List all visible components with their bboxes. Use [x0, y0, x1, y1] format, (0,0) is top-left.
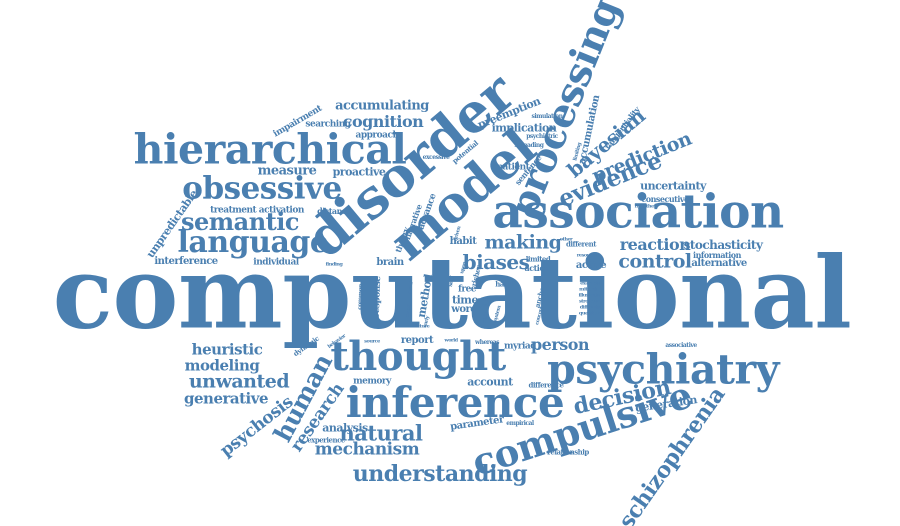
word-heuristic: heuristic — [191, 340, 263, 359]
word-implication: implication — [491, 121, 557, 135]
word-resource: resource — [576, 252, 598, 259]
word-inference: inference — [345, 378, 565, 427]
word-thought: thought — [330, 333, 506, 380]
word-active: active — [575, 260, 607, 271]
word-world: world — [444, 337, 458, 344]
word-obsessive: obsessive — [182, 170, 342, 207]
word-reaction: reaction — [619, 235, 691, 254]
word-time: time — [452, 293, 478, 307]
word-difference: difference — [528, 380, 564, 390]
word-generative: generative — [184, 389, 269, 408]
word-spreading: spreading — [514, 142, 544, 149]
word-proactive: proactive — [332, 165, 386, 179]
word-semantic: semantic — [181, 207, 300, 236]
word-mechanism: mechanism — [314, 439, 420, 460]
word-myriad: myriad — [503, 341, 537, 352]
word-mitigate: mitigate — [579, 286, 599, 293]
word-psychiatric: psychiatric — [526, 133, 558, 140]
word-future: future — [414, 323, 430, 330]
word-experience: experience — [307, 435, 345, 445]
word-occur: occur — [477, 296, 491, 303]
word-alternative: alternative — [691, 258, 747, 269]
word-question: question — [578, 310, 600, 317]
word-whereas: whereas — [474, 339, 500, 346]
word-account: account — [467, 375, 513, 389]
word-measure: measure — [257, 163, 317, 179]
word-uncertainty: uncertainty — [640, 179, 706, 193]
word-word: word — [451, 304, 477, 315]
word-hand: hand — [495, 279, 513, 289]
word-other: other — [559, 236, 573, 243]
word-control: control — [618, 250, 692, 273]
word-habit: habit — [449, 236, 477, 247]
word-cognition: cognition — [342, 112, 424, 131]
word-common: common — [356, 284, 365, 310]
word-illustrate: illustrate — [578, 292, 600, 299]
word-patient: patient — [496, 162, 530, 173]
word-accumulating: accumulating — [335, 98, 429, 114]
word-example: example — [580, 280, 600, 287]
word-approach: approach — [355, 130, 399, 141]
word-association: association — [492, 184, 784, 240]
word-response: response — [371, 276, 384, 318]
word-natural: natural — [339, 420, 424, 446]
word-psychiatry: psychiatry — [547, 345, 779, 394]
word-brain: brain — [376, 257, 404, 268]
word-difficulty: difficulty — [579, 304, 601, 311]
word-different: different — [566, 239, 597, 249]
word-excessive: excessive — [422, 154, 450, 161]
word-report: report — [400, 335, 434, 346]
word-interference: interference — [154, 256, 218, 267]
word-hypothesi: hypothesi — [634, 203, 658, 210]
word-unwanted: unwanted — [188, 370, 290, 393]
word-associative: associative — [665, 342, 697, 349]
word-goal: goal — [479, 302, 489, 309]
word-hierarchical: hierarchical — [133, 125, 407, 174]
word-searching: searching — [305, 119, 351, 130]
word-person: person — [530, 335, 590, 354]
word-biases: biases — [462, 250, 530, 274]
word-source: source — [364, 338, 380, 345]
word-stronger: stronger — [578, 298, 600, 305]
word-making: making — [484, 231, 562, 254]
word-memory: memory — [353, 376, 391, 387]
word-consecutive: consecutive — [641, 194, 689, 204]
word-modeling: modeling — [184, 356, 260, 375]
word-finding: finding — [325, 261, 343, 268]
word-limited: limited — [525, 254, 551, 264]
word-computational: computational — [52, 235, 852, 352]
word-action: action — [524, 263, 550, 273]
word-empirical: empirical — [506, 420, 534, 427]
word-relationship: relationship — [547, 447, 589, 457]
word-language: language — [177, 225, 329, 260]
word-analysis: analysis — [322, 421, 368, 435]
word-simulation: simulation — [531, 113, 563, 120]
word-distance: distance — [317, 206, 351, 216]
word-individual: individual — [253, 257, 299, 268]
word-understanding: understanding — [352, 461, 528, 487]
word-information: information — [693, 250, 741, 260]
word-stochasticity: stochasticity — [683, 238, 763, 252]
word-treatment-activation: treatment activation — [210, 205, 304, 216]
word-free: free — [457, 284, 477, 295]
